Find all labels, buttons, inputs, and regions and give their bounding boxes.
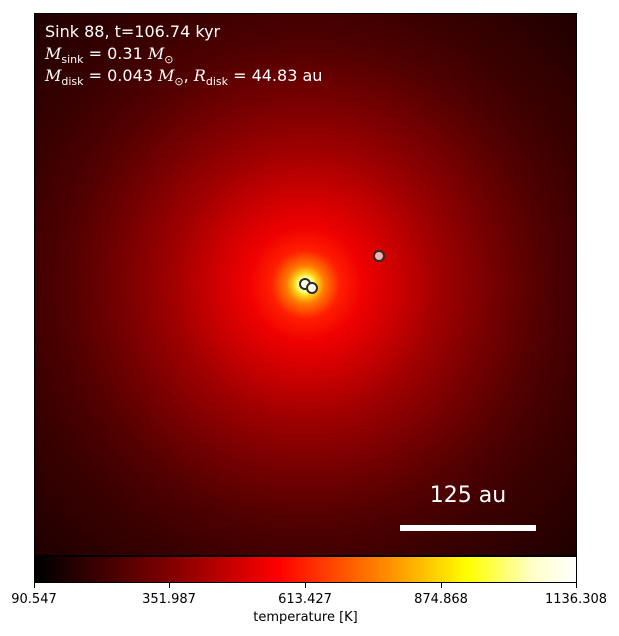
colorbar-tick <box>169 583 170 588</box>
colorbar <box>34 556 577 583</box>
colorbar-tick <box>576 583 577 588</box>
scale-bar <box>400 525 536 531</box>
colorbar-label: temperature [K] <box>253 610 358 625</box>
sink-mass-label: Msink = 0.31 M⊙ <box>45 44 174 67</box>
sink-marker <box>306 282 318 294</box>
sink-marker <box>373 250 385 262</box>
colorbar-tick-label: 1136.308 <box>544 592 608 607</box>
sink-title-label: Sink 88, t=106.74 kyr <box>45 22 221 41</box>
colorbar-tick-label: 874.868 <box>414 592 468 607</box>
colorbar-tick <box>305 583 306 588</box>
disk-properties-label: Mdisk = 0.043 M⊙, Rdisk = 44.83 au <box>45 66 323 89</box>
colorbar-tick-label: 351.987 <box>142 592 196 607</box>
scale-bar-label: 125 au <box>429 483 507 508</box>
colorbar-tick-label: 613.427 <box>278 592 332 607</box>
colorbar-tick <box>34 583 35 588</box>
colorbar-tick <box>441 583 442 588</box>
colorbar-tick-label: 90.547 <box>11 592 57 607</box>
